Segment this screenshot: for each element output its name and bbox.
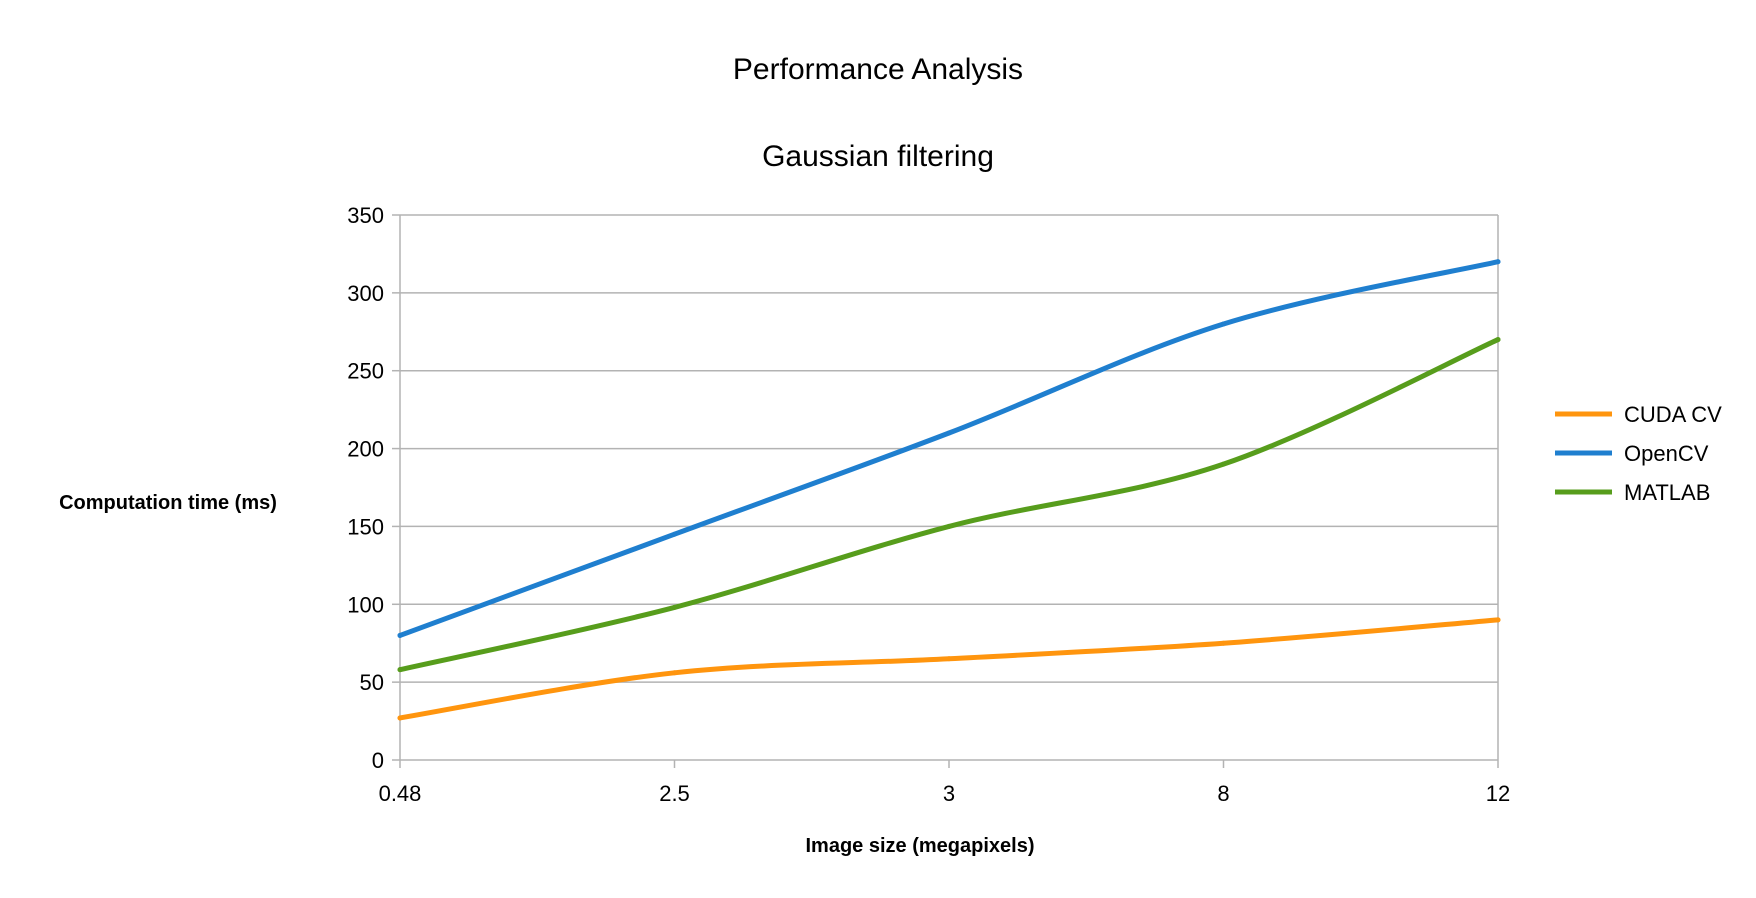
series-lines [397, 259, 1501, 721]
data-point [672, 531, 677, 537]
x-tick-label: 0.48 [379, 781, 422, 806]
data-point [397, 715, 403, 721]
y-tick-label: 200 [347, 437, 384, 462]
chart-subtitle: Gaussian filtering [762, 140, 994, 173]
data-point [1495, 259, 1501, 265]
x-tick-label: 2.5 [659, 781, 690, 806]
gridlines [392, 214, 1499, 768]
legend: CUDA CV OpenCV MATLAB [1555, 402, 1722, 505]
data-point [1221, 461, 1226, 467]
y-tick-label: 100 [347, 592, 384, 617]
legend-label: CUDA CV [1624, 402, 1722, 427]
data-point [397, 632, 403, 638]
x-tick-label: 3 [943, 781, 955, 806]
x-axis-title: Image size (megapixels) [806, 835, 1035, 857]
series-line-matlab [397, 337, 1501, 673]
data-point [946, 523, 952, 529]
y-tick-label: 150 [347, 514, 384, 539]
chart-title: Performance Analysis [733, 53, 1023, 86]
data-point [672, 670, 677, 676]
data-point [946, 430, 952, 436]
legend-label: MATLAB [1624, 480, 1710, 505]
legend-label: OpenCV [1624, 441, 1709, 466]
data-point [1495, 617, 1501, 623]
x-axis-ticks: 0.48 2.5 3 8 12 [379, 781, 1511, 806]
data-point [672, 604, 677, 610]
y-axis-ticks: 0 50 100 150 200 250 300 350 [347, 203, 384, 773]
data-point [397, 667, 403, 673]
y-tick-label: 350 [347, 203, 384, 228]
data-point [1221, 640, 1226, 646]
y-tick-label: 0 [372, 748, 384, 773]
y-tick-label: 300 [347, 281, 384, 306]
data-point [946, 656, 952, 662]
x-tick-label: 8 [1217, 781, 1229, 806]
y-tick-label: 50 [360, 670, 384, 695]
data-point [1221, 321, 1226, 327]
y-tick-label: 250 [347, 359, 384, 384]
data-point [1495, 337, 1501, 343]
x-tick-label: 12 [1486, 781, 1510, 806]
y-axis-title: Computation time (ms) [59, 492, 277, 514]
